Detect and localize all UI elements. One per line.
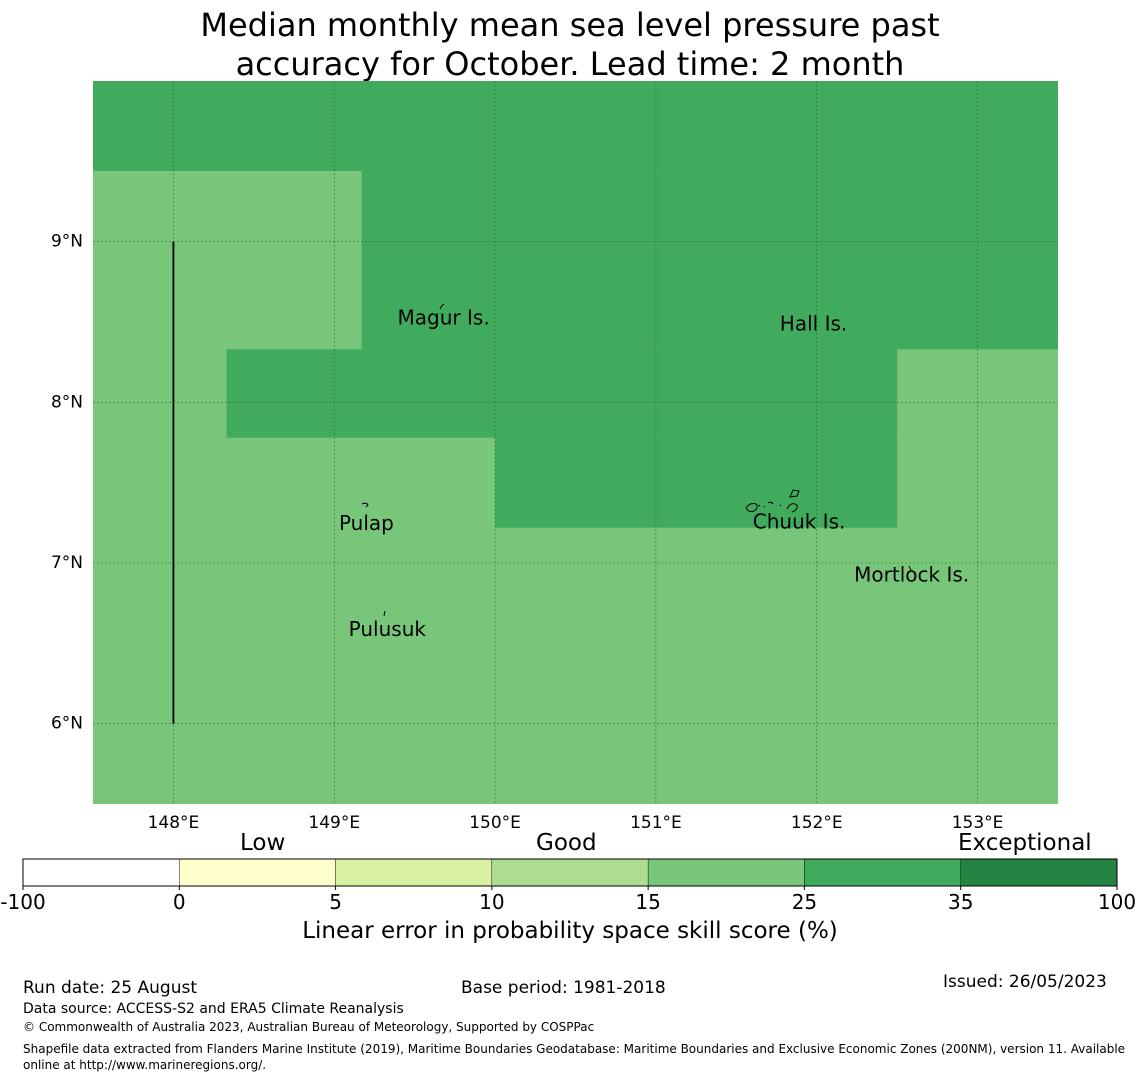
colorbar-bin xyxy=(491,858,649,887)
shapefile-credit: Shapefile data extracted from Flanders M… xyxy=(23,1042,1126,1072)
x-tick-label: 149°E xyxy=(308,813,360,833)
place-label: Chuuk Is. xyxy=(753,509,846,533)
colorbar-frame xyxy=(22,858,1118,887)
x-tick-label: 150°E xyxy=(469,813,521,833)
base-period: Base period: 1981-2018 xyxy=(461,978,666,998)
data-source: Data source: ACCESS-S2 and ERA5 Climate … xyxy=(23,1001,404,1017)
category-exceptional: Exceptional xyxy=(958,830,1092,856)
skill-region-0 xyxy=(93,81,1058,171)
colorbar-tick-label: 35 xyxy=(948,890,973,914)
place-label: Mortlock Is. xyxy=(854,562,969,586)
category-good: Good xyxy=(536,830,597,856)
colorbar-tick-label: 25 xyxy=(792,890,817,914)
map-title-line-1: Median monthly mean sea level pressure p… xyxy=(200,6,940,44)
skill-region-3 xyxy=(495,437,898,528)
place-label: Magur Is. xyxy=(398,305,490,329)
y-tick-label: 8°N xyxy=(51,392,83,412)
island-shape xyxy=(786,503,798,513)
issued-date: Issued: 26/05/2023 xyxy=(943,972,1107,992)
map-axis-ticks: 148°E 149°E 150°E 151°E 152°E 153°E 9°N 8°N 7°N 6… xyxy=(51,232,1003,833)
island-shape xyxy=(767,501,774,505)
place-label: Pulusuk xyxy=(349,617,427,641)
x-tick-label: 148°E xyxy=(148,813,200,833)
place-label: Hall Is. xyxy=(780,312,847,336)
skill-region-2 xyxy=(226,349,898,438)
colorbar-tick-label: 100 xyxy=(1098,890,1136,914)
colorbar-bin xyxy=(22,858,180,887)
island-shape xyxy=(361,502,369,508)
colorbar-tick-label: 15 xyxy=(635,890,660,914)
category-low: Low xyxy=(240,830,286,856)
island-shape xyxy=(757,504,782,508)
y-tick-label: 9°N xyxy=(51,232,83,252)
place-label: Pulap xyxy=(339,511,394,535)
map-plot-area: Magur Is. Hall Is. Pulap Chuuk Is. Mortlock … xyxy=(93,81,1058,804)
island-shape xyxy=(789,489,800,498)
colorbar-bin xyxy=(647,858,805,887)
copyright: © Commonwealth of Australia 2023, Austra… xyxy=(23,1020,595,1034)
run-date: Run date: 25 August xyxy=(23,978,197,998)
x-tick-label: 153°E xyxy=(952,813,1004,833)
island-shape xyxy=(383,610,386,617)
colorbar-tick-label: 0 xyxy=(173,890,186,914)
x-tick-label: 151°E xyxy=(630,813,682,833)
island-shape xyxy=(908,565,912,571)
map-title-line-2: accuracy for October. Lead time: 2 month xyxy=(235,45,905,83)
colorbar-tick-label: -100 xyxy=(0,890,45,914)
island-shape xyxy=(439,303,445,310)
colorbar: -100 0 5 10 15 25 35 100 xyxy=(0,858,1136,914)
colorbar-bin xyxy=(804,858,961,887)
y-tick-label: 6°N xyxy=(51,714,83,734)
island-outlines xyxy=(361,303,912,617)
colorbar-bin xyxy=(179,858,336,887)
colorbar-title: Linear error in probability space skill … xyxy=(302,918,838,944)
colorbar-tick-label: 5 xyxy=(329,890,342,914)
island-shape xyxy=(745,503,758,513)
y-tick-label: 7°N xyxy=(51,553,83,573)
skill-region-1 xyxy=(361,170,1058,350)
colorbar-bin xyxy=(335,858,493,887)
colorbar-bin xyxy=(960,858,1118,887)
x-tick-label: 152°E xyxy=(791,813,843,833)
map-title: Median monthly mean sea level pressure p… xyxy=(0,6,1140,84)
colorbar-tick-label: 10 xyxy=(479,890,504,914)
